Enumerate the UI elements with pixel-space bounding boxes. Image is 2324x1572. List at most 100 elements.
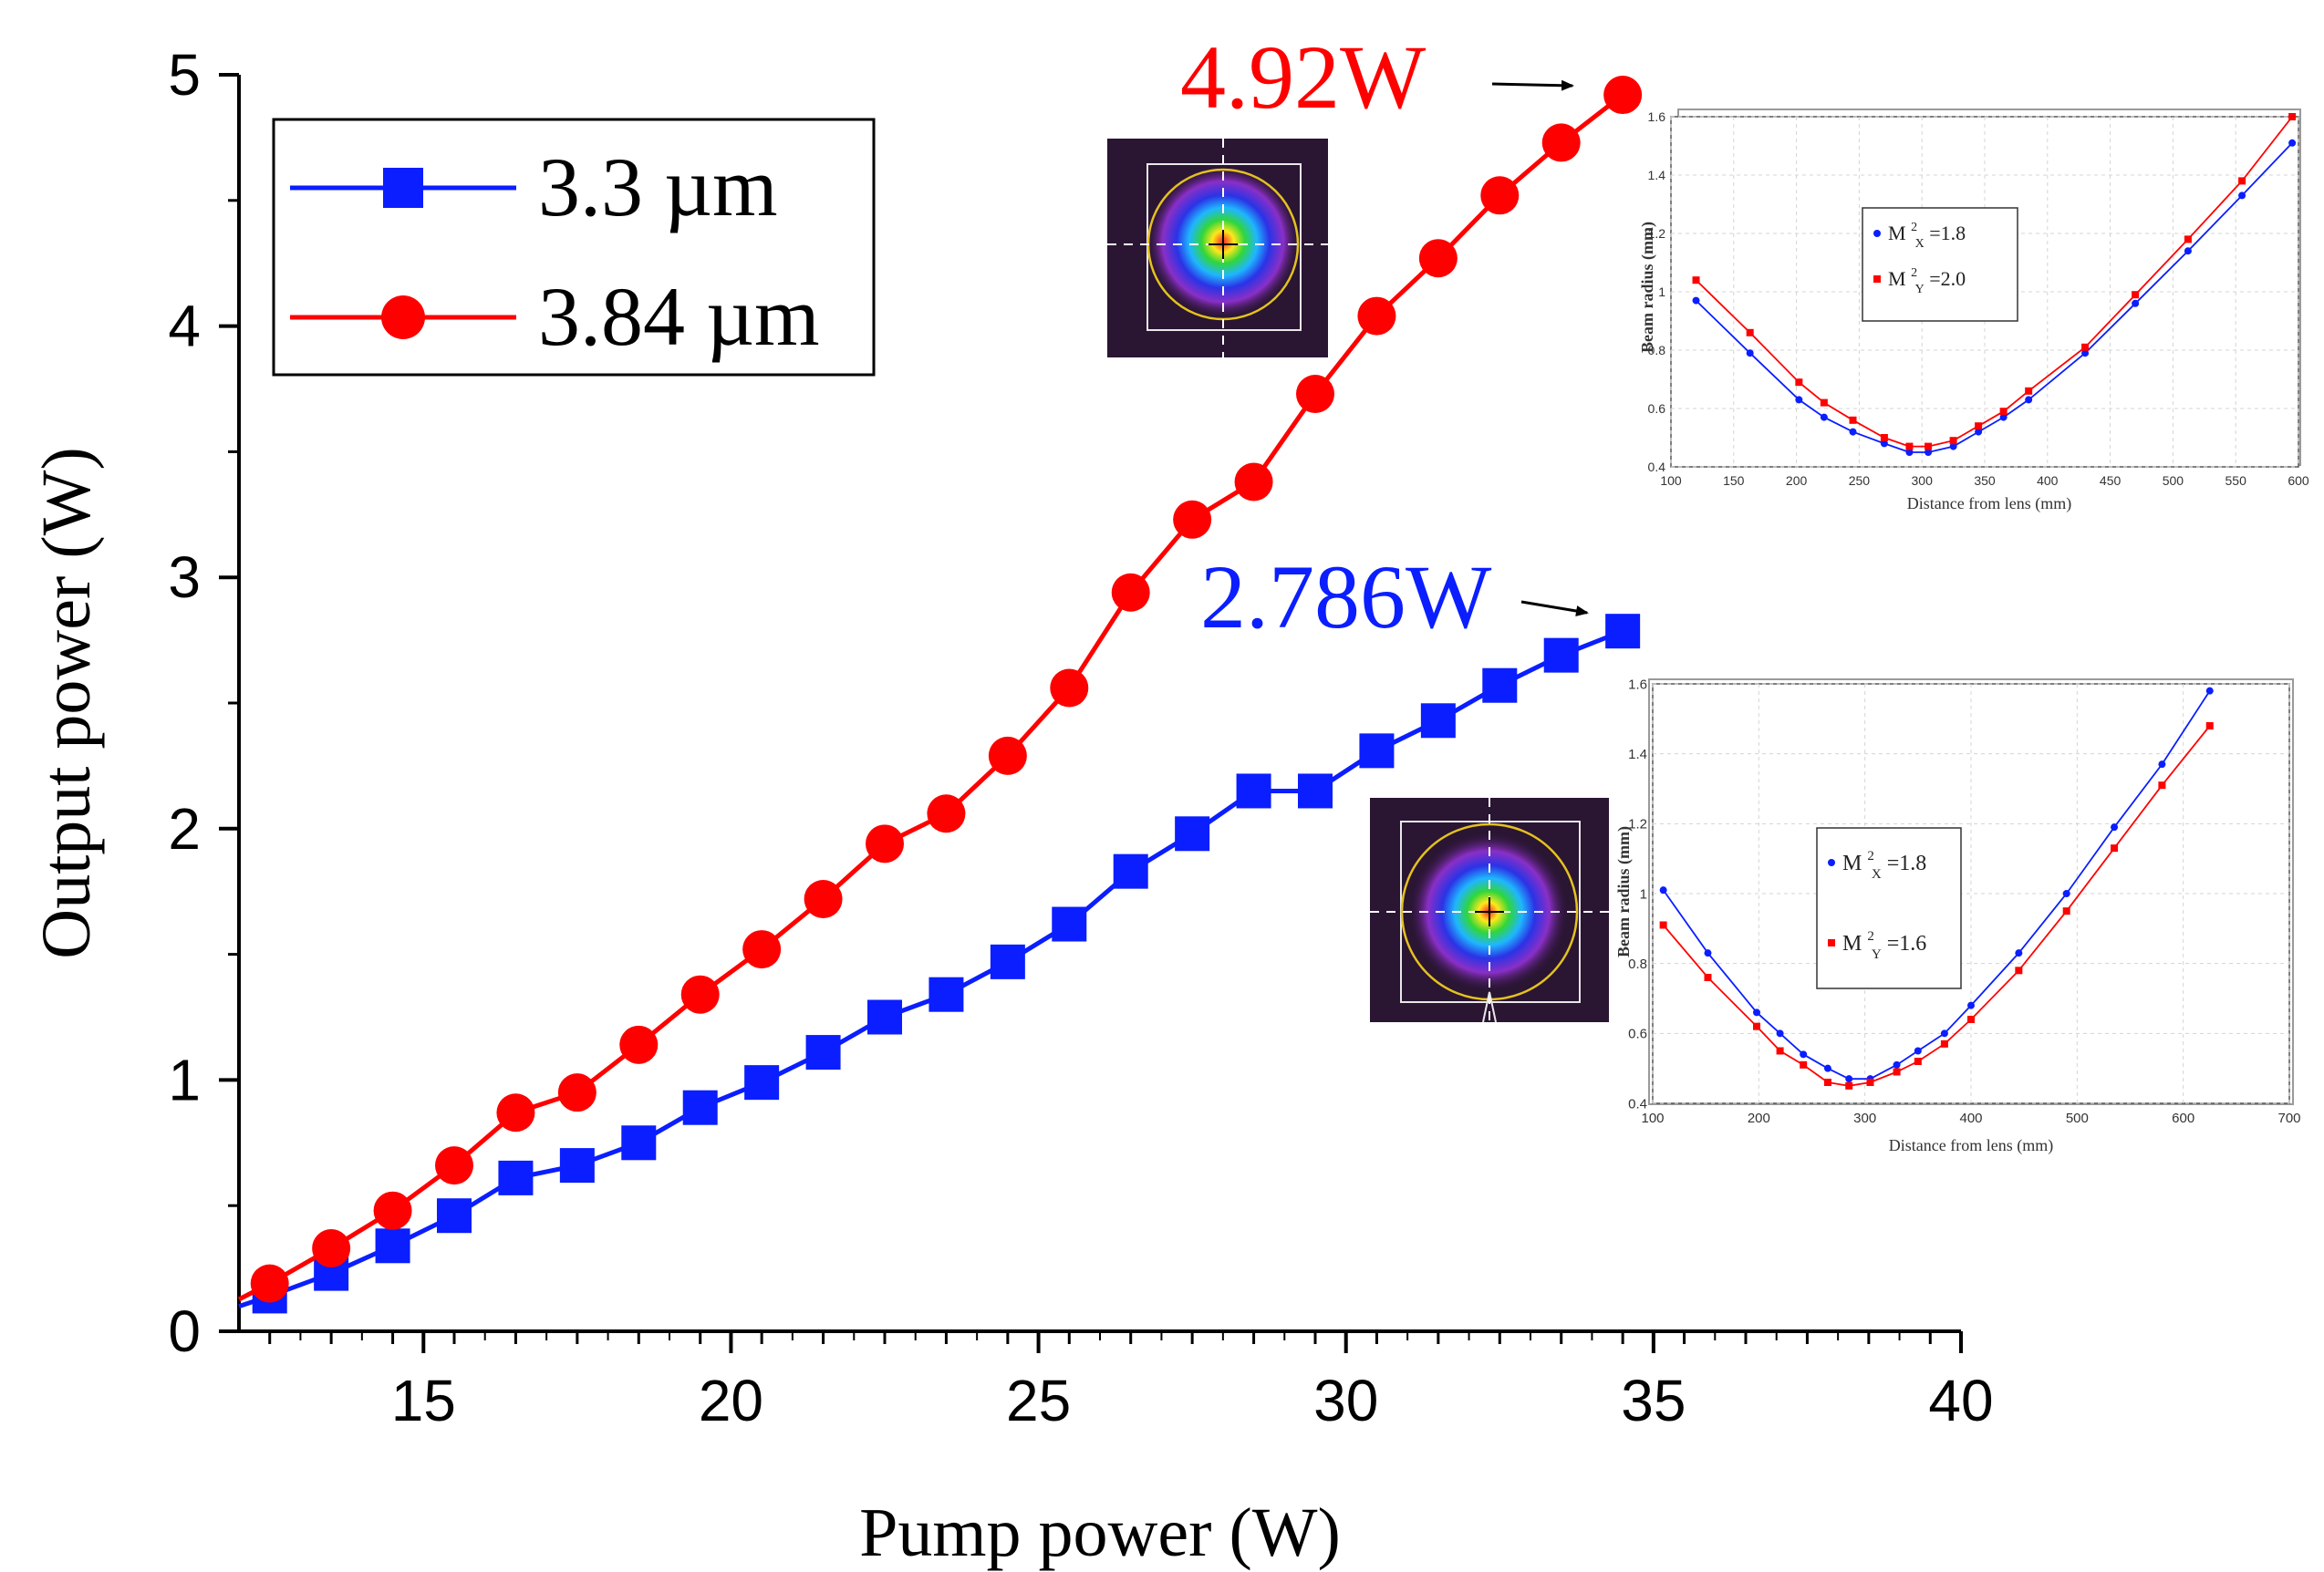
series-1-marker bbox=[682, 1090, 718, 1125]
inset-2-legend-sup-y: 2 bbox=[1867, 929, 1874, 944]
inset-2-point-y bbox=[1704, 974, 1712, 981]
series-1-marker bbox=[929, 977, 964, 1012]
inset-2-ticks: 100 200 300 400 500 600 700 0.4 0.6 0.8 1 1.2 1.4 1.6 bbox=[1628, 677, 2300, 1126]
series-1-marker bbox=[498, 1160, 534, 1195]
inset-2-legend-sub-y: Y bbox=[1872, 947, 1882, 962]
series-2-marker bbox=[496, 1093, 535, 1132]
legend-label-series-2: 3.84 µm bbox=[538, 270, 820, 363]
series-1-marker bbox=[437, 1198, 472, 1234]
inset-1-point-y bbox=[2184, 235, 2192, 243]
series-2-marker bbox=[619, 1025, 659, 1064]
inset-2-series bbox=[1659, 687, 2214, 1090]
inset-2-point-y bbox=[2111, 844, 2119, 853]
series-1-marker bbox=[744, 1065, 780, 1101]
inset-1-y-tick-label: 1.4 bbox=[1648, 168, 1666, 182]
series-1-marker bbox=[867, 999, 902, 1035]
inset-2-point-x bbox=[2158, 760, 2166, 769]
inset-1-legend-sub-x: X bbox=[1915, 237, 1925, 251]
series-1-marker bbox=[1482, 667, 1518, 703]
inset-1-y-tick-label: 1 bbox=[1658, 284, 1665, 299]
inset-1-point-y bbox=[2238, 177, 2246, 185]
x-tick-label: 15 bbox=[391, 1368, 456, 1433]
series-2-marker bbox=[1541, 123, 1581, 162]
series-2-marker bbox=[927, 794, 966, 833]
svg-text:M 2 X: M 2 X =1.8 bbox=[1842, 842, 1926, 884]
inset-1-point-y bbox=[1820, 398, 1828, 407]
inset-2-point-x bbox=[1845, 1075, 1853, 1083]
inset-1-point-x bbox=[2184, 247, 2192, 255]
x-tick-label: 35 bbox=[1621, 1368, 1686, 1433]
inset-1-point-x bbox=[1949, 442, 1957, 450]
inset-2-y-axis-label: Beam radius (mm) bbox=[1614, 826, 1634, 957]
series-1-marker bbox=[1113, 853, 1148, 889]
inset-2-x-tick-label: 700 bbox=[2277, 1111, 2300, 1126]
inset-1-y-tick-label: 0.6 bbox=[1648, 401, 1666, 416]
inset-1-x-tick-label: 400 bbox=[2037, 473, 2059, 488]
annotation-blue-arrow bbox=[1520, 600, 1589, 616]
annotation-red-value: 4.92W bbox=[1180, 26, 1427, 128]
inset-1-point-x bbox=[1849, 428, 1857, 436]
inset-1-point-y bbox=[1849, 416, 1857, 424]
series-1-marker bbox=[1605, 614, 1641, 649]
inset-2-point-x bbox=[1893, 1060, 1901, 1069]
series-2-marker bbox=[312, 1229, 351, 1268]
series-1-marker bbox=[805, 1035, 841, 1070]
inset-1-point-x bbox=[1820, 413, 1828, 421]
series-1-marker bbox=[375, 1228, 410, 1264]
inset-2-point-y bbox=[1866, 1079, 1874, 1086]
y-tick-label: 3 bbox=[168, 544, 201, 610]
inset-1-legend-sup-y: 2 bbox=[1911, 266, 1917, 280]
series-2-marker bbox=[680, 975, 720, 1014]
series-2-marker bbox=[1234, 462, 1273, 502]
inset-2-point-y bbox=[1800, 1060, 1808, 1069]
inset-2-legend-m-x: M bbox=[1842, 852, 1862, 875]
inset-1-point-y bbox=[2081, 343, 2090, 351]
legend-red-marker bbox=[381, 295, 425, 339]
inset-1-point-x bbox=[2081, 349, 2090, 357]
series-2-marker bbox=[435, 1146, 473, 1185]
main-series bbox=[237, 76, 1643, 1314]
series-1-marker bbox=[1359, 733, 1395, 769]
inset-2-legend: M 2 X =1.8 M 2 Y =1.6 bbox=[1816, 827, 1962, 989]
legend-box bbox=[272, 118, 876, 377]
y-tick-label: 2 bbox=[168, 796, 201, 862]
inset-1-x-tick-label: 200 bbox=[1786, 473, 1808, 488]
svg-text:M 2 X: M 2 X =1.8 bbox=[1888, 212, 1966, 252]
inset-2-legend-sup-x: 2 bbox=[1867, 849, 1874, 864]
series-2-marker bbox=[1111, 573, 1150, 612]
series-1-marker bbox=[621, 1125, 657, 1161]
series-1-marker bbox=[1543, 637, 1579, 673]
inset-1-point-x bbox=[2238, 191, 2246, 200]
inset-1-point-y bbox=[1949, 437, 1957, 445]
inset-1-point-y bbox=[1999, 408, 2008, 416]
svg-text:M 2 Y: M 2 Y =1.6 bbox=[1842, 922, 1926, 964]
inset-1-point-y bbox=[1925, 442, 1933, 450]
x-tick-label: 25 bbox=[1006, 1368, 1071, 1433]
series-2-marker bbox=[804, 879, 843, 918]
inset-2-y-tick-label: 0.4 bbox=[1628, 1096, 1647, 1112]
series-2-marker bbox=[742, 930, 782, 969]
inset-1-point-x bbox=[1692, 296, 1700, 305]
inset-2-point-y bbox=[1940, 1039, 1948, 1048]
legend-label-series-1: 3.3 µm bbox=[538, 140, 778, 233]
inset-1-point-x bbox=[1795, 396, 1803, 404]
series-2-marker bbox=[250, 1264, 289, 1303]
y-tick-label: 0 bbox=[168, 1298, 201, 1364]
inset-plot-1: 100 150 200 250 300 350 400 450 500 550 600 0.4 0.6 0… bbox=[1638, 109, 2309, 513]
inset-2-point-x bbox=[1823, 1064, 1831, 1072]
inset-2-point-x bbox=[1800, 1050, 1808, 1059]
inset-1-x-tick-label: 500 bbox=[2163, 473, 2184, 488]
inset-2-x-tick-label: 500 bbox=[2066, 1111, 2089, 1126]
inset-1-x-tick-label: 550 bbox=[2225, 473, 2247, 488]
inset-2-point-x bbox=[1914, 1047, 1922, 1055]
inset-1-x-tick-label: 250 bbox=[1849, 473, 1871, 488]
inset-1-series bbox=[1692, 113, 2297, 456]
series-1-marker bbox=[1298, 773, 1333, 809]
inset-1-x-tick-label: 450 bbox=[2100, 473, 2122, 488]
series-2-marker bbox=[988, 736, 1027, 775]
series-2-marker bbox=[1296, 375, 1334, 414]
inset-2-y-tick-label: 0.8 bbox=[1628, 957, 1647, 972]
y-axis-label: Output power (W) bbox=[28, 447, 105, 958]
